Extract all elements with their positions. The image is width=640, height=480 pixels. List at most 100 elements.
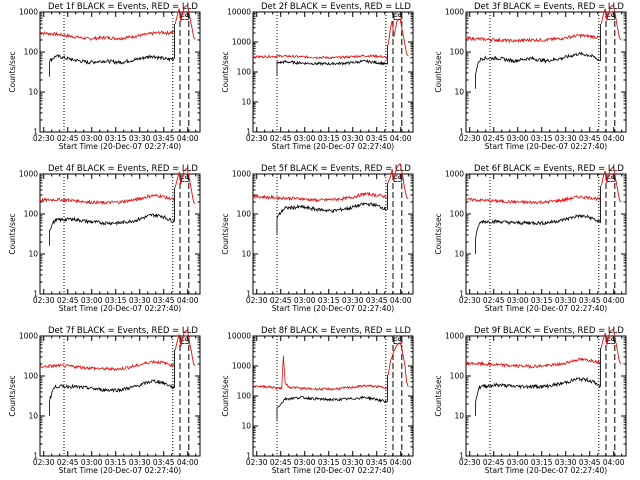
lld-series-line	[465, 357, 601, 370]
x-tick-label: 03:15	[105, 134, 127, 143]
lld-series-line	[252, 53, 388, 60]
marker-s: S	[610, 175, 615, 185]
y-tick-label: 10000	[227, 8, 251, 17]
y-tick-label: 100	[237, 210, 252, 219]
x-tick-label: 04:00	[177, 296, 199, 305]
x-tick-label: 03:30	[129, 296, 151, 305]
x-tick-label: 03:30	[342, 134, 364, 143]
y-tick-label: 10	[241, 422, 251, 431]
events-series-line	[276, 395, 388, 420]
marker-e: E	[393, 13, 398, 23]
x-tick-label: 02:45	[270, 296, 292, 305]
y-tick-label: 10000	[227, 332, 251, 341]
y-tick-label: 1000	[232, 362, 251, 371]
x-tick-label: 02:30	[246, 458, 268, 467]
x-tick-label: 02:45	[270, 458, 292, 467]
y-axis-label: Counts/sec	[434, 375, 443, 416]
events-series-line	[276, 202, 388, 234]
y-tick-label: 10	[241, 98, 251, 107]
panel-title: Det 7f BLACK = Events, RED = LLD	[48, 326, 198, 336]
lld-flare-line	[600, 328, 622, 365]
y-tick-label: 1	[459, 290, 464, 299]
plot-frame	[39, 173, 201, 295]
y-axis-label: Counts/sec	[221, 51, 230, 92]
y-tick-label: 1000	[445, 8, 464, 17]
x-tick-label: 03:45	[153, 296, 175, 305]
panel-title: Det 5f BLACK = Events, RED = LLD	[261, 164, 411, 174]
y-tick-label: 1000	[19, 170, 38, 179]
plot-frame	[39, 335, 201, 457]
lld-series-line	[39, 29, 175, 42]
panel-title: Det 1f BLACK = Events, RED = LLD	[48, 2, 198, 12]
x-axis-label: Start Time (20-Dec-07 02:27:40)	[59, 466, 181, 475]
y-tick-label: 100	[450, 210, 465, 219]
lld-series-line	[252, 355, 388, 392]
x-tick-label: 03:00	[294, 458, 316, 467]
x-tick-label: 04:00	[177, 458, 199, 467]
detector-panel-7: Det 7f BLACK = Events, RED = LLD 1 10 100 10…	[8, 326, 201, 475]
detector-panel-2: Det 2f BLACK = Events, RED = LLD 1 10 100 10…	[221, 2, 414, 151]
events-series-line	[475, 214, 601, 254]
x-tick-label: 02:30	[246, 134, 268, 143]
y-axis-label: Counts/sec	[8, 51, 17, 92]
x-tick-label: 03:45	[153, 134, 175, 143]
x-tick-label: 03:00	[294, 134, 316, 143]
x-tick-label: 02:30	[246, 296, 268, 305]
y-tick-label: 100	[237, 68, 252, 77]
x-axis-label: Start Time (20-Dec-07 02:27:40)	[272, 466, 394, 475]
x-tick-label: 03:00	[81, 134, 103, 143]
plot-frame	[252, 173, 414, 295]
detector-panel-5: Det 5f BLACK = Events, RED = LLD 1 10 100 10…	[221, 163, 414, 313]
y-tick-label: 1	[246, 452, 251, 461]
y-tick-label: 1	[246, 128, 251, 137]
x-tick-label: 03:45	[366, 296, 388, 305]
y-tick-label: 1000	[445, 332, 464, 341]
x-tick-label: 03:30	[555, 296, 577, 305]
panel-title: Det 3f BLACK = Events, RED = LLD	[474, 2, 624, 12]
events-series-line	[276, 59, 388, 75]
y-tick-label: 100	[24, 48, 39, 57]
marker-s: S	[610, 13, 615, 23]
plot-frame	[39, 11, 201, 133]
x-tick-label: 03:45	[579, 134, 601, 143]
lld-series-line	[465, 33, 601, 44]
y-tick-label: 10	[454, 412, 464, 421]
detector-panel-4: Det 4f BLACK = Events, RED = LLD 1 10 100 10…	[8, 164, 201, 313]
lld-flare-line	[174, 329, 196, 367]
x-tick-label: 03:30	[342, 296, 364, 305]
y-tick-label: 1000	[19, 332, 38, 341]
marker-e: E	[180, 337, 185, 347]
x-tick-label: 02:30	[459, 134, 481, 143]
x-tick-label: 02:30	[33, 296, 55, 305]
panel-title: Det 8f BLACK = Events, RED = LLD	[261, 326, 411, 336]
x-tick-label: 03:30	[342, 458, 364, 467]
x-axis-label: Start Time (20-Dec-07 02:27:40)	[485, 304, 607, 313]
x-axis-label: Start Time (20-Dec-07 02:27:40)	[485, 142, 607, 151]
y-axis-label: Counts/sec	[221, 375, 230, 416]
x-tick-label: 04:00	[603, 458, 625, 467]
y-axis-label: Counts/sec	[434, 213, 443, 254]
marker-e: E	[393, 175, 398, 185]
x-tick-label: 03:15	[318, 458, 340, 467]
plot-frame	[465, 11, 627, 133]
events-series-line	[49, 54, 175, 77]
marker-s: S	[184, 337, 189, 347]
y-axis-label: Counts/sec	[8, 375, 17, 416]
y-tick-label: 10	[28, 250, 38, 259]
marker-s: S	[184, 175, 189, 185]
x-tick-label: 02:45	[270, 134, 292, 143]
lld-flare-line	[600, 4, 622, 41]
y-tick-label: 1	[459, 452, 464, 461]
detector-panel-3: Det 3f BLACK = Events, RED = LLD 1 10 100 10…	[434, 2, 627, 151]
x-tick-label: 03:15	[531, 458, 553, 467]
x-tick-label: 02:45	[483, 458, 505, 467]
x-tick-label: 04:00	[390, 134, 412, 143]
x-tick-label: 03:00	[81, 458, 103, 467]
panel-title: Det 9f BLACK = Events, RED = LLD	[474, 326, 624, 336]
marker-e: E	[606, 337, 611, 347]
x-tick-label: 02:45	[57, 296, 79, 305]
x-tick-label: 02:30	[33, 134, 55, 143]
detector-panel-9: Det 9f BLACK = Events, RED = LLD 1 10 100 10…	[434, 326, 627, 475]
x-tick-label: 02:45	[57, 134, 79, 143]
